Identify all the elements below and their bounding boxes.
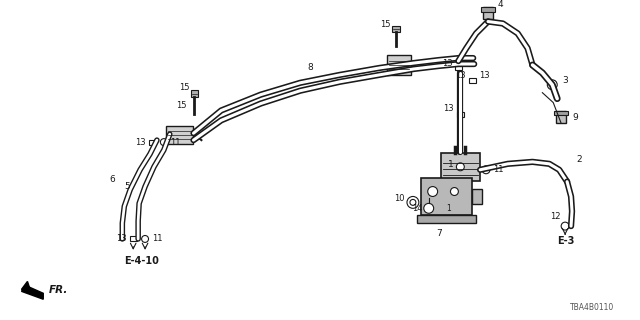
- Text: TBA4B0110: TBA4B0110: [570, 303, 614, 312]
- Text: 8: 8: [307, 63, 313, 72]
- Bar: [130, 236, 137, 241]
- Text: 13: 13: [479, 71, 490, 80]
- Bar: [457, 112, 464, 117]
- Bar: [417, 215, 476, 223]
- Text: 7: 7: [436, 228, 442, 237]
- Text: 3: 3: [562, 76, 568, 85]
- Text: 13: 13: [116, 235, 127, 244]
- Circle shape: [428, 187, 438, 196]
- Circle shape: [424, 204, 434, 213]
- FancyBboxPatch shape: [421, 178, 472, 215]
- Circle shape: [547, 80, 557, 90]
- Text: 15: 15: [179, 83, 190, 92]
- Text: 11: 11: [152, 235, 162, 244]
- Text: 4: 4: [497, 0, 502, 9]
- Circle shape: [141, 236, 148, 243]
- Text: 1: 1: [447, 160, 453, 169]
- Text: 13: 13: [443, 104, 454, 113]
- Text: 13: 13: [135, 138, 145, 147]
- Text: 12: 12: [550, 212, 561, 221]
- FancyBboxPatch shape: [440, 153, 480, 181]
- Text: 11: 11: [493, 165, 503, 174]
- Bar: [148, 140, 156, 145]
- Polygon shape: [22, 282, 31, 293]
- Text: 1: 1: [446, 204, 451, 213]
- Circle shape: [410, 199, 416, 205]
- Text: 14: 14: [412, 204, 422, 213]
- Text: 2: 2: [576, 156, 582, 164]
- Bar: [472, 188, 482, 204]
- Circle shape: [451, 188, 458, 196]
- Text: 10: 10: [394, 194, 404, 203]
- Circle shape: [561, 222, 569, 230]
- Text: 5: 5: [124, 182, 130, 191]
- Circle shape: [456, 163, 464, 171]
- Bar: [468, 78, 476, 83]
- Text: 15: 15: [380, 20, 390, 29]
- Text: E-3: E-3: [557, 236, 575, 246]
- Text: 6: 6: [109, 175, 115, 184]
- Circle shape: [407, 196, 419, 208]
- Text: 9: 9: [572, 113, 578, 122]
- Bar: [455, 66, 462, 70]
- Circle shape: [482, 166, 490, 174]
- Text: 11: 11: [170, 138, 181, 147]
- Circle shape: [161, 139, 167, 146]
- Text: FR.: FR.: [49, 285, 68, 295]
- FancyBboxPatch shape: [387, 55, 411, 75]
- Bar: [481, 7, 495, 12]
- Text: E-4-10: E-4-10: [124, 256, 159, 266]
- Polygon shape: [22, 285, 44, 299]
- Text: 15: 15: [177, 101, 187, 110]
- FancyBboxPatch shape: [392, 27, 400, 32]
- FancyBboxPatch shape: [166, 126, 193, 144]
- Bar: [556, 111, 566, 123]
- Text: 13: 13: [442, 59, 453, 68]
- Bar: [554, 111, 568, 116]
- Bar: [483, 7, 493, 19]
- Text: 13: 13: [455, 71, 466, 80]
- FancyBboxPatch shape: [191, 90, 198, 97]
